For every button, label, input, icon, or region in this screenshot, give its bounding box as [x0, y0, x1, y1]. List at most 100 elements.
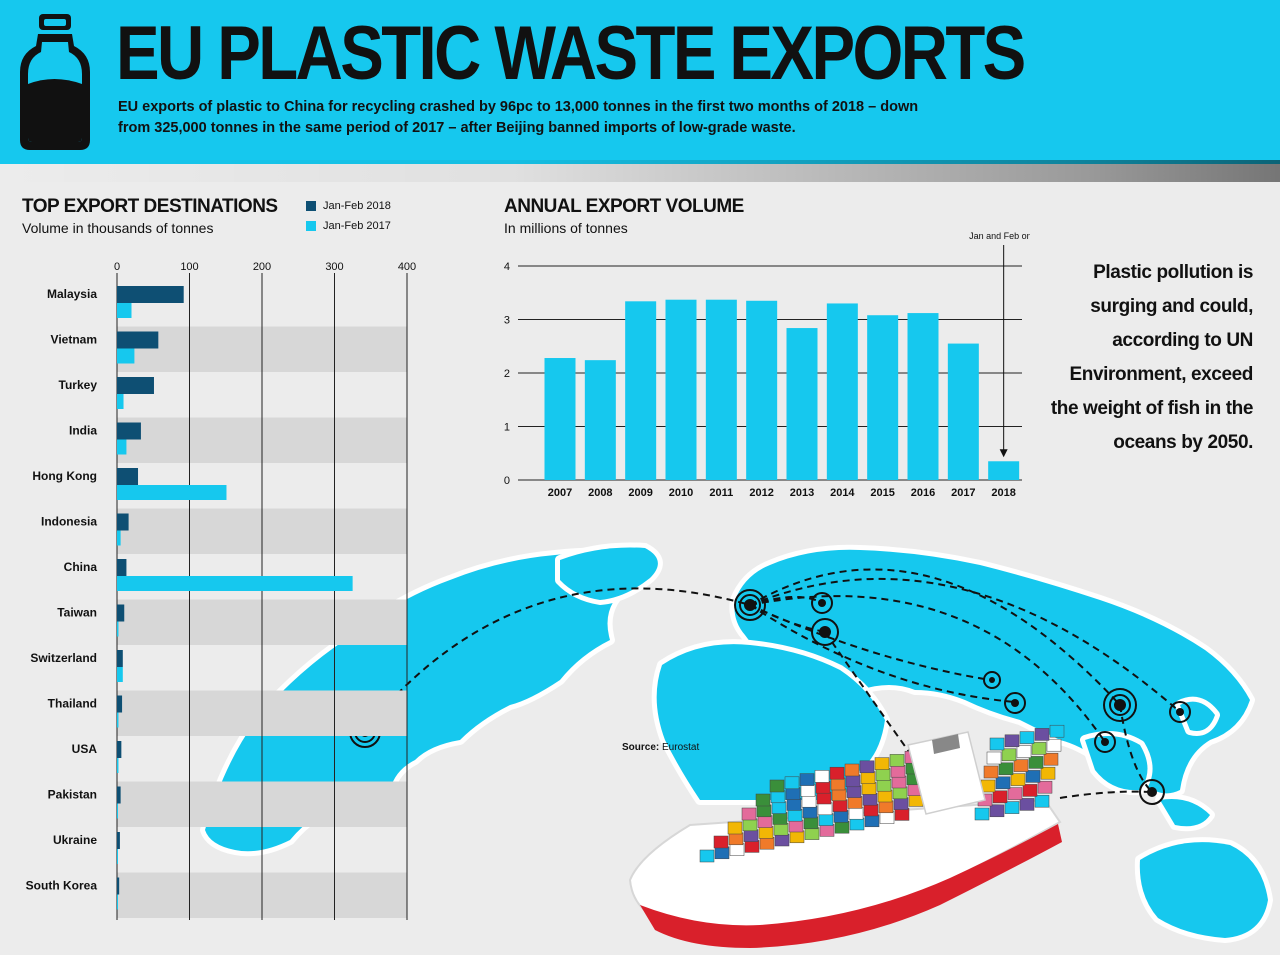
category-label: China	[64, 560, 98, 574]
location-marker-icon	[1169, 701, 1191, 723]
pollution-quote: Plastic pollution is surging and could, …	[1050, 262, 1254, 453]
container-box	[848, 806, 864, 820]
container-box	[743, 829, 759, 842]
container-box	[727, 821, 743, 835]
bar-2018	[117, 604, 125, 622]
container-box	[829, 766, 845, 780]
bar-2017	[117, 439, 127, 455]
container-box	[1010, 773, 1026, 786]
bar-2017	[117, 576, 353, 591]
bar-2018	[117, 741, 122, 758]
destinations-chart-subtitle: Volume in thousands of tonnes	[22, 220, 214, 236]
category-label: Pakistan	[48, 788, 97, 802]
y-tick-label: 2	[504, 368, 510, 380]
container-box	[832, 799, 848, 812]
container-box	[983, 765, 999, 779]
container-box	[1043, 752, 1059, 766]
bar-2017	[117, 803, 118, 819]
bar-2017	[117, 303, 132, 318]
container-box	[864, 814, 880, 828]
container-box	[755, 793, 771, 807]
source-label: Source:	[622, 742, 660, 753]
container-box	[741, 807, 757, 821]
container-box	[729, 843, 745, 856]
japan-landmass	[1175, 696, 1220, 736]
container-box	[772, 812, 788, 825]
container-box	[989, 737, 1005, 751]
intro-text: EU exports of plastic to China for recyc…	[118, 99, 919, 136]
legend-item-2018: Jan-Feb 2018	[306, 200, 391, 212]
container-box	[1019, 798, 1035, 811]
location-marker-icon	[811, 592, 833, 614]
container-box	[1031, 742, 1047, 755]
container-box	[891, 775, 907, 789]
container-box	[814, 770, 830, 783]
bar-2018	[117, 513, 129, 531]
africa-landmass	[651, 639, 890, 805]
container-box	[889, 754, 905, 767]
route-east-asia	[749, 568, 1121, 706]
shipping-routes	[364, 568, 1181, 799]
container-box	[803, 816, 819, 830]
year-bar	[907, 313, 939, 480]
location-marker-icon	[811, 618, 839, 646]
container-box	[877, 789, 893, 803]
x-tick-label: 2012	[749, 487, 773, 499]
x-tick-label: 2016	[911, 487, 935, 499]
route-indonesia	[1119, 704, 1153, 793]
container-box	[1037, 780, 1053, 794]
container-box	[860, 771, 876, 784]
bar-2017	[117, 849, 118, 864]
bar-2017	[117, 394, 124, 409]
bar-2018	[117, 377, 154, 394]
container-box	[998, 762, 1014, 776]
container-box	[770, 790, 786, 804]
y-tick-label: 3	[504, 315, 510, 327]
x-tick-label: 2013	[790, 487, 814, 499]
container-box	[894, 808, 910, 821]
container-box	[874, 757, 890, 770]
container-box	[774, 833, 790, 847]
greenland-landmass	[555, 542, 663, 605]
category-label: Taiwan	[57, 606, 97, 620]
container-box	[1016, 745, 1032, 758]
route-pakistan	[749, 604, 991, 681]
destinations-bar-chart: 0 100 200 300 400 Malaysia Vietnam Turkey India H…	[26, 261, 416, 920]
container-box	[846, 785, 862, 798]
x-tick-label: 2014	[830, 487, 855, 499]
x-tick-label: 2011	[709, 487, 733, 499]
category-label: Hong Kong	[32, 469, 97, 483]
bar-2018	[117, 832, 120, 849]
container-box	[834, 820, 850, 834]
container-box	[1046, 738, 1062, 752]
container-box	[890, 764, 906, 778]
container-box	[845, 774, 861, 788]
bar-2017	[117, 348, 135, 364]
category-label: Turkey	[59, 378, 98, 392]
southeast-asia-landmass	[1080, 731, 1153, 796]
bar-2017	[117, 621, 119, 637]
category-label: Ukraine	[53, 833, 97, 847]
category-label: Switzerland	[30, 651, 97, 665]
container-box	[713, 835, 729, 849]
year-bar	[746, 300, 778, 480]
container-box	[756, 804, 772, 818]
annual-chart-subtitle: In millions of tonnes	[504, 220, 628, 236]
bottle-icon	[20, 14, 90, 150]
source-value: Eurostat	[662, 742, 700, 753]
legend-item-2017: Jan-Feb 2017	[306, 220, 391, 232]
x-tick-label: 0	[114, 261, 120, 273]
container-box	[1028, 756, 1044, 769]
x-tick-label: 400	[398, 261, 416, 273]
australia-landmass	[1134, 837, 1273, 943]
bar-2018	[117, 695, 123, 713]
container-box	[833, 810, 849, 823]
container-box	[831, 788, 847, 802]
container-box	[876, 778, 892, 792]
container-box	[862, 792, 878, 806]
container-box	[804, 827, 820, 840]
x-tick-label: 2010	[669, 487, 693, 499]
location-marker-icon	[1004, 692, 1026, 714]
bar-2018	[117, 286, 184, 303]
container-box	[893, 797, 909, 810]
